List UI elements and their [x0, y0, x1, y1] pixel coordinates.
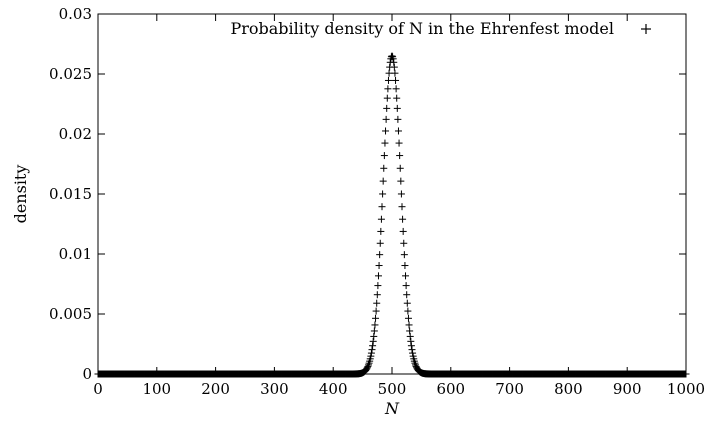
y-tick-label: 0.02	[59, 125, 92, 143]
data-point	[406, 327, 414, 335]
x-tick-label: 200	[201, 380, 230, 398]
data-point	[370, 327, 378, 335]
data-point	[392, 85, 400, 93]
x-tick-label: 900	[613, 380, 642, 398]
data-point	[367, 349, 375, 357]
axis-ticks	[97, 13, 687, 375]
x-tick-label: 1000	[667, 380, 705, 398]
data-point	[396, 152, 404, 160]
data-point	[389, 55, 397, 63]
legend-entry-label: Probability density of N in the Ehrenfes…	[230, 19, 614, 38]
data-point	[393, 104, 401, 112]
data-point	[371, 321, 379, 329]
y-tick-label: 0.025	[49, 65, 92, 83]
legend-marker	[641, 24, 651, 34]
y-tick-label: 0.01	[59, 245, 92, 263]
x-tick-label: 700	[495, 380, 524, 398]
x-tick-label: 300	[260, 380, 289, 398]
data-point	[409, 349, 417, 357]
data-point	[380, 152, 388, 160]
data-point	[392, 76, 400, 84]
data-point	[404, 307, 412, 315]
data-point	[411, 359, 419, 367]
y-tick-label: 0.015	[49, 185, 92, 203]
data-point	[377, 215, 385, 223]
data-point	[380, 164, 388, 172]
data-point	[400, 251, 408, 259]
data-point	[372, 314, 380, 322]
data-point	[395, 139, 403, 147]
x-tick-label: 500	[378, 380, 407, 398]
data-point	[373, 299, 381, 307]
plot-frame	[97, 13, 687, 375]
data-point	[364, 361, 372, 369]
data-point	[396, 164, 404, 172]
x-tick-label: 600	[436, 380, 465, 398]
data-point	[390, 63, 398, 71]
data-point	[383, 94, 391, 102]
data-point	[682, 370, 690, 378]
data-point	[374, 282, 382, 290]
data-point	[370, 332, 378, 340]
data-point	[381, 139, 389, 147]
data-point	[403, 299, 411, 307]
data-point	[398, 203, 406, 211]
data-point	[394, 127, 402, 135]
data-point	[399, 227, 407, 235]
data-point	[385, 69, 393, 77]
data-point	[390, 58, 398, 66]
y-axis-label: density	[11, 165, 30, 224]
data-point	[379, 177, 387, 185]
data-point	[367, 352, 375, 360]
data-point	[373, 291, 381, 299]
data-point	[384, 85, 392, 93]
data-point	[384, 76, 392, 84]
data-point	[378, 203, 386, 211]
data-point	[382, 127, 390, 135]
data-point	[391, 69, 399, 77]
y-tick-label: 0.005	[49, 305, 92, 323]
x-axis-label: N	[384, 399, 400, 418]
data-point	[368, 346, 376, 354]
x-tick-label: 100	[142, 380, 171, 398]
data-point	[374, 272, 382, 280]
data-point	[393, 94, 401, 102]
data-points	[94, 52, 690, 378]
data-point	[375, 262, 383, 270]
data-point	[401, 262, 409, 270]
data-point	[408, 346, 416, 354]
x-tick-label: 400	[319, 380, 348, 398]
data-point	[400, 239, 408, 247]
data-point	[383, 104, 391, 112]
data-point	[376, 251, 384, 259]
data-point	[405, 321, 413, 329]
data-point	[377, 227, 385, 235]
legend: Probability density of N in the Ehrenfes…	[230, 19, 651, 38]
data-point	[382, 115, 390, 123]
data-point	[399, 215, 407, 223]
data-point	[404, 314, 412, 322]
data-point	[364, 362, 372, 370]
data-point	[394, 115, 402, 123]
data-point	[372, 307, 380, 315]
data-point	[369, 342, 377, 350]
y-tick-label: 0	[82, 365, 92, 383]
data-point	[402, 272, 410, 280]
data-point	[376, 239, 384, 247]
data-point	[402, 282, 410, 290]
data-point	[403, 291, 411, 299]
data-point	[397, 177, 405, 185]
data-point	[407, 337, 415, 345]
axis-tick-labels: 0 100 200 300 400 500 600 700 800 900 1000 0 0.005 0.…	[49, 5, 705, 398]
data-point	[397, 190, 405, 198]
data-point	[379, 190, 387, 198]
y-tick-label: 0.03	[59, 5, 92, 23]
data-point	[407, 342, 415, 350]
data-point	[369, 337, 377, 345]
x-tick-label: 800	[554, 380, 583, 398]
x-tick-label: 0	[93, 380, 103, 398]
data-point	[406, 332, 414, 340]
